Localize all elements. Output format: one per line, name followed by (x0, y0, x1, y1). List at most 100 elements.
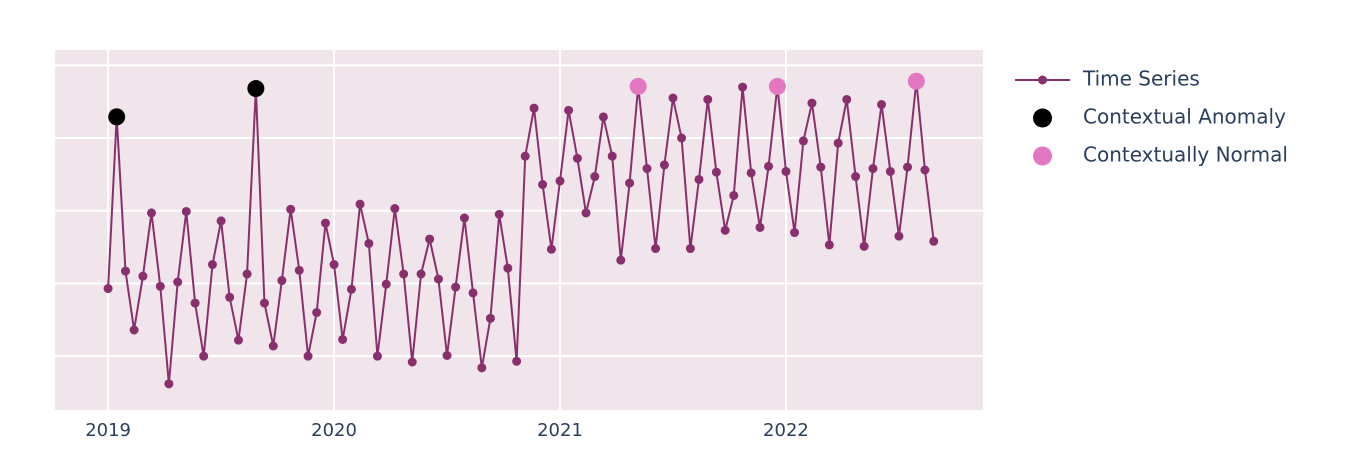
point (694, 174, 704, 184)
point (833, 138, 843, 148)
point (399, 269, 409, 279)
point (512, 356, 522, 366)
point (764, 161, 774, 171)
point (598, 112, 608, 122)
point (929, 236, 939, 246)
point (564, 105, 574, 115)
point (303, 351, 313, 361)
point (155, 281, 165, 291)
point (790, 228, 800, 238)
point (268, 341, 278, 351)
point (442, 350, 452, 360)
point (294, 265, 304, 275)
point (120, 266, 130, 276)
point (372, 351, 382, 361)
point (642, 164, 652, 174)
point (903, 162, 913, 172)
point (868, 164, 878, 174)
point (451, 282, 461, 292)
point (894, 231, 904, 241)
point (625, 178, 635, 188)
legend-marker (1038, 75, 1047, 85)
point (433, 274, 443, 284)
point (920, 165, 930, 175)
point (364, 238, 374, 248)
point (259, 298, 269, 308)
point (468, 288, 478, 298)
point (494, 209, 504, 219)
point (129, 325, 139, 335)
point (503, 263, 513, 273)
point (677, 133, 687, 143)
point (181, 206, 191, 216)
point (477, 363, 487, 373)
point (459, 213, 469, 223)
point (685, 244, 695, 254)
point (842, 94, 852, 104)
point (738, 82, 748, 92)
point (607, 151, 617, 161)
point (907, 72, 925, 90)
point (520, 151, 530, 161)
point (798, 136, 808, 146)
point (138, 271, 148, 281)
point (755, 222, 765, 232)
point (851, 172, 861, 182)
point (729, 190, 739, 200)
x-tick-label: 2019 (85, 420, 131, 441)
point (781, 166, 791, 176)
point (103, 284, 113, 294)
legend-label: Contextually Normal (1083, 143, 1288, 167)
point (320, 218, 330, 228)
point (572, 153, 582, 163)
point (329, 260, 339, 270)
series-line (107, 81, 935, 384)
point (355, 199, 365, 209)
point (199, 351, 209, 361)
point (538, 180, 548, 190)
point (581, 208, 591, 218)
point (629, 77, 647, 95)
point (768, 77, 786, 95)
point (233, 335, 243, 345)
x-tick-label: 2022 (763, 420, 809, 441)
point (816, 162, 826, 172)
point (225, 292, 235, 302)
point (668, 93, 678, 103)
point (381, 279, 391, 289)
point (190, 298, 200, 308)
point (407, 357, 417, 367)
point (885, 166, 895, 176)
point (390, 204, 400, 214)
legend-marker (1033, 108, 1052, 128)
point (146, 208, 156, 218)
point (338, 334, 348, 344)
point (173, 277, 183, 287)
point (555, 176, 565, 186)
point (711, 167, 721, 177)
point (703, 94, 713, 104)
legend-label: Time Series (1082, 67, 1200, 91)
point (616, 255, 626, 265)
x-tick-label: 2020 (311, 420, 357, 441)
point (216, 216, 226, 226)
legend-label: Contextual Anomaly (1083, 105, 1286, 129)
point (529, 103, 539, 113)
x-tick-label: 2021 (537, 420, 583, 441)
point (346, 284, 356, 294)
point (416, 269, 426, 279)
point (277, 276, 287, 286)
point (312, 308, 322, 318)
point (108, 108, 126, 126)
point (485, 313, 495, 323)
point (546, 244, 556, 254)
point (859, 241, 869, 251)
point (807, 98, 817, 108)
point (720, 225, 730, 235)
point (286, 204, 296, 214)
point (746, 168, 756, 178)
legend-marker (1033, 146, 1052, 166)
point (247, 80, 265, 98)
point (824, 240, 834, 250)
